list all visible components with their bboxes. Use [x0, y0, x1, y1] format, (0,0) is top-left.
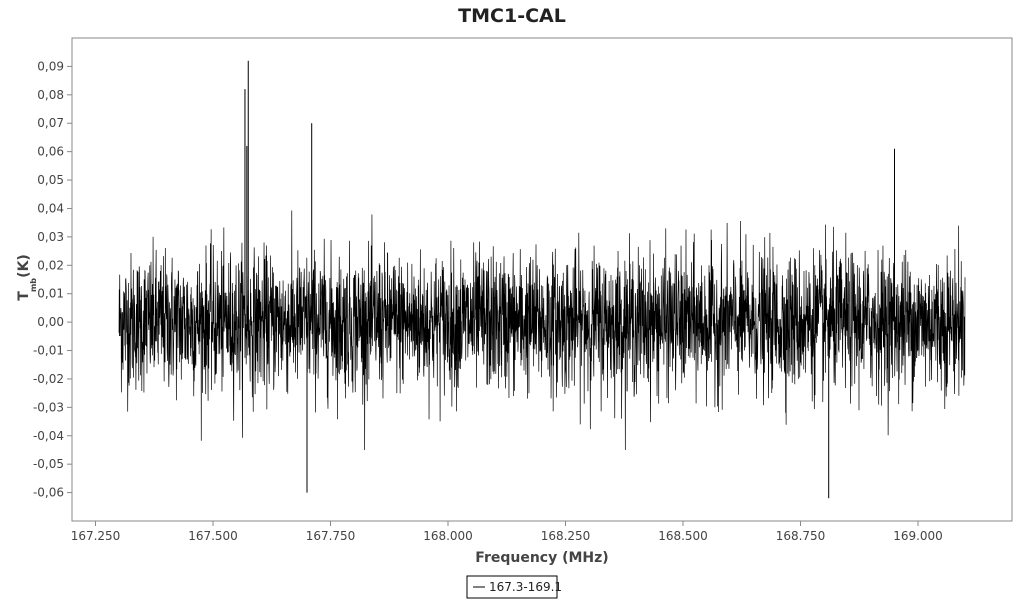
y-tick-label: -0,04 [33, 429, 64, 443]
chart-title: TMC1-CAL [458, 5, 566, 27]
y-axis-label-main: T [16, 291, 32, 301]
y-tick-label: 0,01 [37, 287, 64, 301]
y-tick-label: -0,02 [33, 372, 64, 386]
y-tick-label: 0,03 [37, 230, 64, 244]
y-tick-label: 0,08 [37, 88, 64, 102]
y-tick-label: 0,07 [37, 116, 64, 130]
legend-label: 167.3-169.1 [489, 580, 562, 594]
x-axis: 167.250 167.500 167.750 168.000 168.250 168.5… [71, 520, 1012, 543]
series-group [118, 60, 966, 499]
y-axis-label: T mb (K) [16, 254, 38, 301]
x-tick-label: 167.250 [71, 529, 121, 543]
y-tick-label: -0,01 [33, 344, 64, 358]
y-tick-label: 0,06 [37, 145, 64, 159]
x-tick-label: 168.500 [658, 529, 708, 543]
x-axis-label: Frequency (MHz) [475, 550, 608, 566]
x-tick-label: 168.750 [776, 529, 826, 543]
y-tick-label: 0,00 [37, 315, 64, 329]
y-tick-label: -0,03 [33, 400, 64, 414]
y-tick-label: 0,09 [37, 59, 64, 73]
legend[interactable]: 167.3-169.1 [466, 575, 562, 599]
y-tick-label: 0,04 [37, 201, 64, 215]
x-tick-label: 169.000 [893, 529, 943, 543]
y-axis: 0,09 0,08 0,07 0,06 0,05 0,04 0,03 0,02 0,01 0,00… [33, 38, 73, 521]
y-tick-label: -0,06 [33, 486, 64, 500]
x-tick-label: 167.750 [306, 529, 356, 543]
legend-box [466, 575, 558, 599]
y-tick-label: -0,05 [33, 457, 64, 471]
y-axis-label-unit: (K) [16, 254, 32, 278]
x-tick-label: 167.500 [188, 529, 238, 543]
series-line [118, 210, 966, 450]
y-axis-label-sub: mb [29, 278, 38, 292]
y-tick-label: 0,02 [37, 258, 64, 272]
x-tick-label: 168.250 [541, 529, 591, 543]
x-tick-label: 168.000 [423, 529, 473, 543]
y-tick-label: 0,05 [37, 173, 64, 187]
